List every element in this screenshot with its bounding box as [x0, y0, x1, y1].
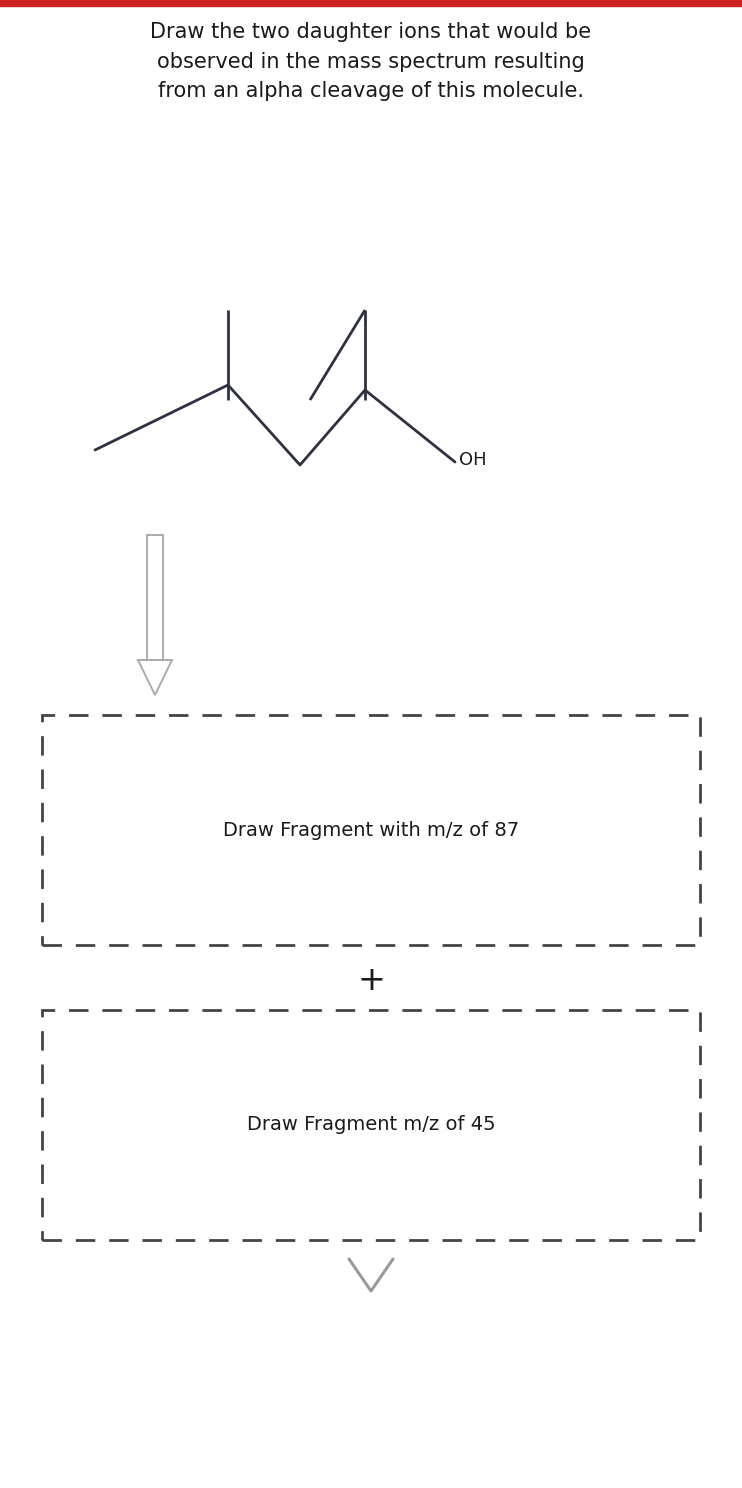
- Bar: [42, 1010, 700, 1240]
- Text: Draw the two daughter ions that would be
observed in the mass spectrum resulting: Draw the two daughter ions that would be…: [151, 22, 591, 101]
- Text: Draw Fragment with m/z of 87: Draw Fragment with m/z of 87: [223, 820, 519, 839]
- Bar: [147, 536, 163, 661]
- Bar: [0, 0, 742, 6]
- Text: Draw Fragment m/z of 45: Draw Fragment m/z of 45: [246, 1116, 496, 1134]
- Text: +: +: [357, 964, 385, 997]
- Polygon shape: [138, 661, 172, 695]
- Text: OH: OH: [459, 451, 487, 469]
- Bar: [42, 716, 700, 945]
